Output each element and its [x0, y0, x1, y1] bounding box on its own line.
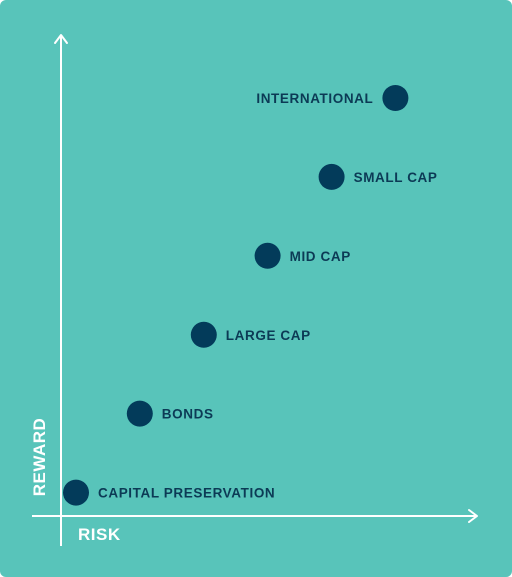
data-point-label: SMALL CAP	[354, 170, 438, 185]
data-point-marker	[190, 321, 217, 348]
axes	[32, 34, 478, 546]
data-point-label: INTERNATIONAL	[256, 91, 373, 106]
y-axis-title: REWARD	[30, 417, 49, 497]
data-point-label: CAPITAL PRESERVATION	[98, 486, 275, 501]
data-point-label: LARGE CAP	[226, 328, 311, 343]
data-points: CAPITAL PRESERVATION BONDS LARGE CAP MID CA…	[63, 85, 438, 506]
data-point-label: BONDS	[162, 407, 214, 422]
data-point-marker	[63, 479, 89, 506]
data-point-marker	[382, 85, 409, 111]
data-point-marker	[318, 163, 345, 190]
data-point-marker	[254, 242, 281, 269]
x-axis-arrowhead	[468, 509, 478, 523]
data-point-label: MID CAP	[290, 249, 351, 264]
y-axis-arrowhead	[54, 34, 68, 44]
data-point-marker	[126, 400, 153, 427]
x-axis-title: RISK	[78, 525, 121, 544]
